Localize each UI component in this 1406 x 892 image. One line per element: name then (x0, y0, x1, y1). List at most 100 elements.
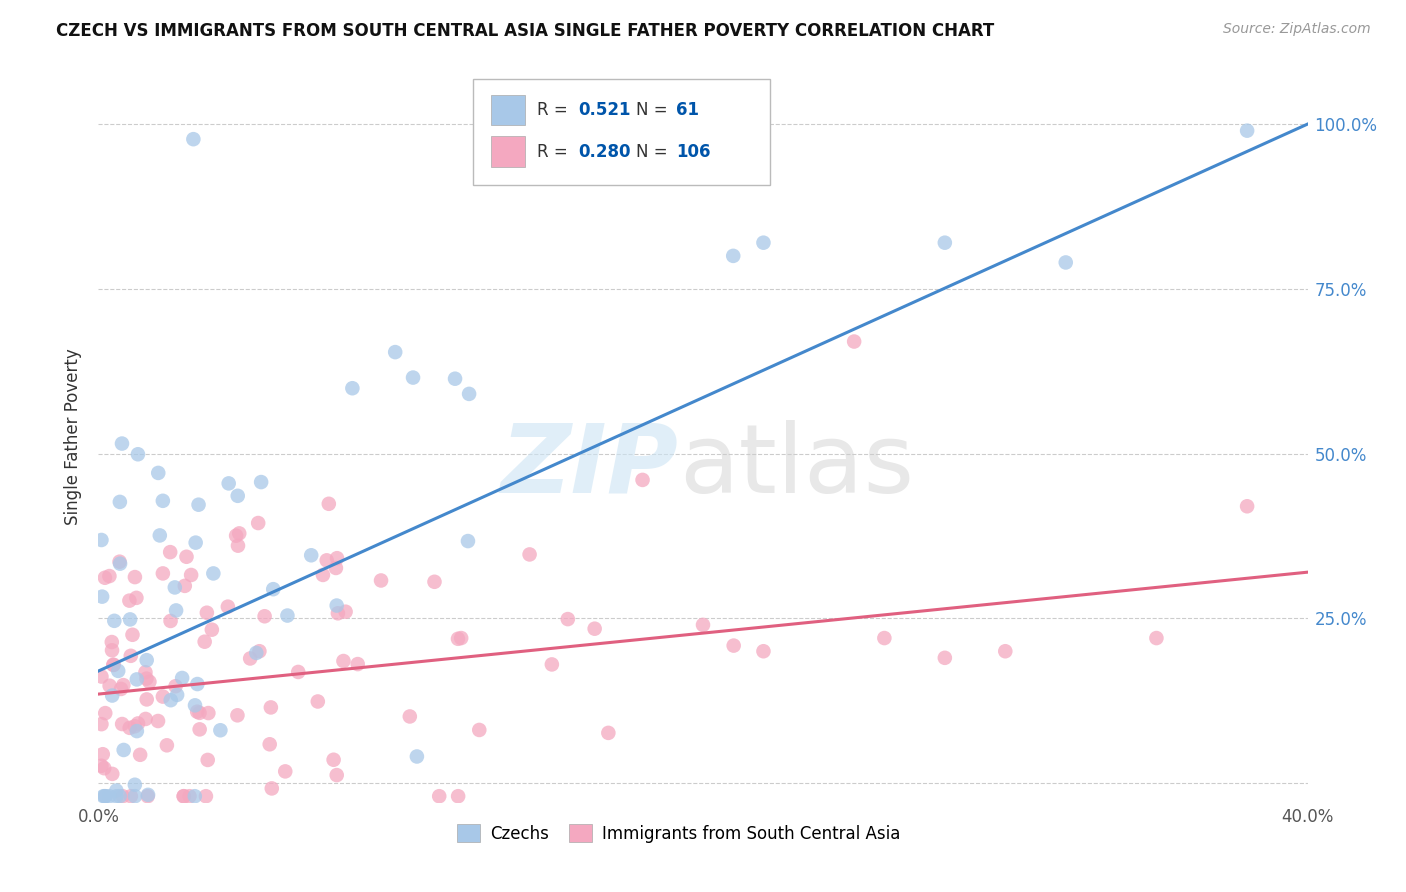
Point (598, 726, 620, 740)
Point (120, 789, 142, 804)
Point (108, 555, 131, 569)
Point (540, 657, 562, 672)
Point (262, 582, 284, 597)
Point (217, 599, 239, 614)
Point (325, 599, 347, 613)
Point (287, 665, 309, 679)
Point (90, 669, 112, 683)
Text: atlas: atlas (679, 420, 914, 513)
Text: N =: N = (637, 143, 673, 161)
Point (94, 789, 117, 804)
Text: CZECH VS IMMIGRANTS FROM SOUTH CENTRAL ASIA SINGLE FATHER POVERTY CORRELATION CH: CZECH VS IMMIGRANTS FROM SOUTH CENTRAL A… (56, 22, 994, 40)
Point (326, 607, 349, 621)
Point (184, 535, 207, 549)
Point (260, 700, 283, 714)
Point (201, 623, 224, 637)
Point (101, 767, 124, 781)
Point (332, 654, 354, 668)
Point (93, 761, 115, 775)
Point (994, 644, 1017, 658)
Point (370, 574, 392, 588)
Point (98, 569, 121, 583)
Point (112, 678, 135, 692)
Point (149, 528, 172, 542)
Point (723, 249, 745, 263)
Point (873, 631, 896, 645)
Point (245, 646, 267, 660)
Point (631, 473, 654, 487)
Point (124, 570, 146, 584)
Point (844, 334, 866, 349)
Point (112, 743, 135, 757)
Point (458, 387, 481, 401)
Text: R =: R = (537, 143, 574, 161)
Point (195, 606, 218, 620)
Point (260, 781, 283, 796)
Point (934, 650, 956, 665)
Point (1054, 255, 1077, 269)
Point (197, 706, 219, 720)
Point (129, 747, 152, 762)
Point (172, 671, 194, 685)
Point (384, 345, 406, 359)
Point (127, 447, 149, 461)
Point (180, 568, 202, 582)
Point (101, 643, 124, 657)
Point (1236, 500, 1258, 514)
Point (118, 721, 141, 735)
Point (165, 603, 187, 617)
Text: 61: 61 (676, 101, 699, 120)
Point (111, 789, 134, 804)
Point (152, 566, 174, 581)
Point (136, 789, 159, 804)
Point (156, 739, 179, 753)
Point (125, 724, 148, 739)
Point (307, 694, 329, 708)
Point (120, 612, 142, 626)
Point (226, 539, 249, 553)
Point (98, 789, 121, 804)
Text: 0.521: 0.521 (578, 101, 631, 120)
Point (186, 677, 208, 691)
Point (111, 717, 134, 731)
Text: ZIP: ZIP (501, 420, 679, 513)
Point (118, 593, 141, 607)
Point (125, 591, 148, 605)
Point (202, 566, 225, 581)
Point (110, 681, 132, 696)
Point (103, 657, 125, 672)
Text: 0.280: 0.280 (578, 143, 631, 161)
Point (226, 489, 249, 503)
Point (90, 717, 112, 731)
Point (752, 235, 775, 250)
Point (322, 753, 344, 767)
Point (124, 719, 146, 733)
Point (98, 679, 121, 693)
Point (176, 549, 198, 564)
Point (209, 723, 232, 738)
Point (94, 706, 117, 720)
Point (184, 698, 207, 713)
Point (94, 789, 117, 804)
Point (315, 553, 337, 567)
FancyBboxPatch shape (492, 136, 526, 167)
FancyBboxPatch shape (474, 78, 769, 185)
Point (135, 653, 157, 667)
Point (111, 436, 134, 450)
Point (163, 581, 186, 595)
Point (134, 665, 156, 680)
Point (398, 709, 420, 723)
Point (457, 534, 479, 549)
Point (127, 716, 149, 731)
Point (183, 132, 205, 146)
Point (259, 737, 281, 751)
Point (135, 712, 157, 726)
Point (159, 545, 181, 559)
Point (124, 789, 146, 804)
Point (184, 789, 207, 804)
Point (107, 664, 129, 678)
Point (152, 493, 174, 508)
Point (124, 778, 146, 792)
Point (135, 692, 157, 706)
Point (276, 608, 298, 623)
